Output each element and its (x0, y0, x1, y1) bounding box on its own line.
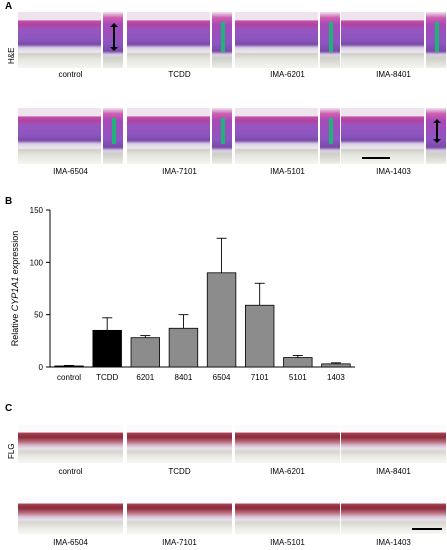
caption-a-1: control (58, 70, 83, 79)
scale-bar (362, 157, 390, 159)
panel-a-stain-label: H&E (7, 47, 16, 64)
y-tick-label: 0 (39, 363, 44, 372)
he-image-ima-7101 (127, 108, 232, 164)
thickness-arrow-icon (112, 118, 116, 144)
y-axis-label: Relative CYP1A1 expression (10, 231, 20, 347)
panel-a-letter: A (5, 1, 13, 12)
caption-c-3: IMA-6201 (270, 467, 305, 476)
bar-6201 (130, 337, 161, 368)
x-tick-label: control (57, 373, 81, 382)
thickness-arrow-icon (329, 118, 333, 144)
bar-6504 (206, 272, 237, 368)
panel-c-letter: C (5, 403, 13, 414)
flg-image-ima-8401 (341, 425, 446, 463)
caption-c-7: IMA-5101 (270, 538, 305, 547)
thickness-arrow-icon (221, 22, 225, 52)
caption-c-2: TCDD (168, 467, 191, 476)
caption-a-2: TCDD (168, 70, 191, 79)
he-image-control (18, 12, 123, 68)
flg-image-ima-7101 (127, 496, 232, 534)
bar-1403 (321, 363, 351, 368)
x-tick-label: 7101 (251, 373, 269, 382)
caption-c-4: IMA-8401 (376, 467, 411, 476)
cyp1a1-bar-chart: 0 50 100 150 control TCDD 6201 8401 6504 7101 510… (10, 206, 355, 382)
flg-image-ima-6504 (18, 496, 123, 534)
caption-a-4: IMA-8401 (376, 70, 411, 79)
he-image-tcdd (127, 12, 232, 68)
flg-image-ima-5101 (235, 496, 340, 534)
bar-TCDD (92, 329, 122, 368)
bar-8401 (168, 327, 199, 368)
caption-a-3: IMA-6201 (270, 70, 305, 79)
x-tick-label: 8401 (175, 373, 193, 382)
scale-bar (412, 528, 442, 530)
x-tick-label: 1403 (327, 373, 345, 382)
x-tick-label: TCDD (96, 373, 118, 382)
thickness-arrow-icon (110, 23, 118, 51)
x-tick-label: 6504 (213, 373, 231, 382)
he-image-ima-5101 (235, 108, 340, 164)
thickness-arrow-icon (433, 119, 441, 143)
he-image-ima-1403 (341, 108, 446, 164)
panel-c-stain-label: FLG (7, 443, 16, 459)
bar-7101 (244, 304, 275, 368)
x-tick-label: 6201 (136, 373, 154, 382)
thickness-arrow-icon (435, 22, 439, 52)
y-tick-label: 50 (34, 311, 43, 320)
caption-a-8: IMA-1403 (376, 167, 411, 176)
he-image-ima-6201 (235, 12, 340, 68)
he-image-ima-6504 (18, 108, 123, 164)
bar-control (54, 365, 84, 368)
caption-c-5: IMA-6504 (53, 538, 88, 547)
y-tick-label: 150 (30, 206, 44, 215)
flg-image-ima-6201 (235, 425, 340, 463)
y-tick-label: 100 (30, 258, 44, 267)
caption-a-7: IMA-5101 (270, 167, 305, 176)
thickness-arrow-icon (329, 22, 333, 52)
caption-a-6: IMA-7101 (162, 167, 197, 176)
panel-b-letter: B (5, 196, 13, 207)
caption-c-1: control (58, 467, 83, 476)
caption-a-5: IMA-6504 (53, 167, 88, 176)
flg-image-ima-1403 (341, 496, 446, 534)
flg-image-control (18, 425, 123, 463)
caption-c-8: IMA-1403 (376, 538, 411, 547)
bar-5101 (283, 357, 313, 368)
x-tick-label: 5101 (289, 373, 307, 382)
he-image-ima-8401 (341, 12, 446, 68)
caption-c-6: IMA-7101 (162, 538, 197, 547)
flg-image-tcdd (127, 425, 232, 463)
thickness-arrow-icon (221, 118, 225, 144)
